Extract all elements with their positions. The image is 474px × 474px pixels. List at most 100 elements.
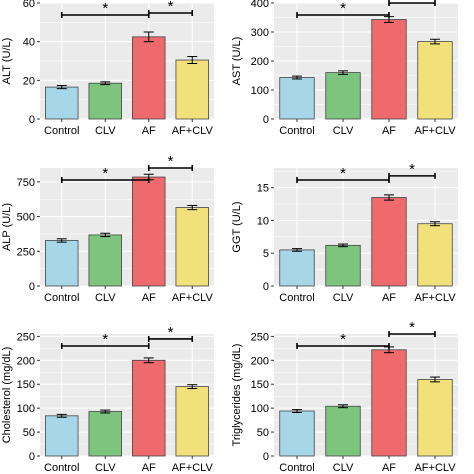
significance-star: * [409,0,415,5]
y-tick-label: 100 [251,403,269,415]
chart-panel-6: 0 50 100 150 200 250 Triglycerides (mg/dL) Cont… [231,319,458,474]
y-tick-label: 50 [257,427,269,439]
y-axis-label: Cholesterol (mg/dL) [1,347,13,444]
x-tick-label: CLV [333,125,354,137]
significance-star: * [340,0,346,17]
significance-star: * [102,0,108,17]
y-tick-label: 50 [23,427,35,439]
bar-af [132,36,166,120]
y-tick-label: 60 [23,0,35,10]
y-tick-label: 250 [17,331,35,343]
y-tick-label: 750 [17,177,35,189]
y-tick-label: 500 [17,212,35,224]
significance-star: * [102,165,108,182]
x-tick-label: AF+CLV [172,125,214,137]
bar-control [45,86,79,120]
bar-control [45,415,79,457]
significance-star: * [168,153,174,170]
y-tick-label: 0 [29,451,35,463]
y-axis-label: ALT (U/L) [1,38,13,85]
chart-panel-5: 0 50 100 150 200 250 Cholesterol (mg/dL) Contro… [1,324,214,474]
chart-panel-4: 0 5 10 15 GGT (U/L) Control CLV AF AF+CLV * * [231,161,458,304]
x-tick-label: Control [44,462,79,474]
significance-star: * [409,161,415,178]
y-tick-label: 200 [251,355,269,367]
x-tick-label: Control [44,292,79,304]
y-tick-label: 0 [29,281,35,293]
bar-control [279,77,315,120]
y-tick-label: 200 [251,56,269,68]
x-tick-label: CLV [95,125,116,137]
y-tick-label: 300 [251,27,269,39]
y-tick-label: 150 [251,379,269,391]
y-tick-label: 150 [17,379,35,391]
x-tick-label: AF+CLV [414,125,456,137]
x-tick-label: AF [382,292,396,304]
y-tick-label: 0 [263,114,269,126]
bar-afclv [417,379,453,457]
y-tick-label: 40 [23,37,35,49]
significance-star: * [168,0,174,15]
x-tick-label: AF+CLV [414,292,456,304]
x-tick-label: AF [382,125,396,137]
y-axis-label: ALP (U/L) [1,203,13,251]
y-axis-label: AST (U/L) [231,37,243,86]
bar-clv [88,234,122,287]
x-tick-label: Control [279,292,314,304]
y-tick-label: 0 [263,281,269,293]
bar-control [279,249,315,287]
x-tick-label: CLV [333,292,354,304]
x-tick-label: AF+CLV [414,462,456,474]
bar-afclv [175,59,209,120]
bar-clv [88,82,122,120]
x-tick-label: Control [279,462,314,474]
y-tick-label: 200 [17,355,35,367]
significance-star: * [102,331,108,348]
x-tick-label: CLV [95,462,116,474]
significance-star: * [168,324,174,341]
y-tick-label: 0 [29,114,35,126]
bar-afclv [175,386,209,457]
x-tick-label: Control [279,125,314,137]
bar-af [371,19,407,120]
y-tick-label: 15 [257,183,269,195]
chart-panel-2: 0 100 200 300 400 AST (U/L) Control CLV AF AF+CLV… [231,0,458,137]
y-tick-label: 0 [263,451,269,463]
significance-star: * [409,319,415,336]
y-tick-label: 400 [251,0,269,10]
bar-af [371,197,407,287]
bar-afclv [417,223,453,287]
x-tick-label: AF [382,462,396,474]
x-tick-label: Control [44,125,79,137]
x-tick-label: AF+CLV [172,462,214,474]
chart-panel-3: 0 250 500 750 ALP (U/L) Control CLV AF AF+CLV * * [1,153,214,304]
bar-control [279,410,315,457]
bar-clv [88,411,122,457]
bar-clv [325,405,361,457]
y-tick-label: 100 [17,403,35,415]
y-tick-label: 100 [251,85,269,97]
x-tick-label: AF [142,292,156,304]
x-tick-label: AF [142,125,156,137]
bar-clv [325,72,361,120]
x-tick-label: AF+CLV [172,292,214,304]
bar-af [132,176,166,287]
bar-af [132,359,166,457]
y-tick-label: 250 [17,246,35,258]
y-tick-label: 250 [251,331,269,343]
y-axis-label: GGT (U/L) [231,201,243,252]
y-tick-label: 5 [263,248,269,260]
y-tick-label: 10 [257,215,269,227]
chart-panel-1: 0 20 40 60 ALT (U/L) Control CLV AF AF+CLV * * [1,0,214,137]
x-tick-label: AF [142,462,156,474]
x-tick-label: CLV [95,292,116,304]
bar-afclv [417,41,453,120]
y-tick-label: 20 [23,75,35,87]
bar-afclv [175,207,209,287]
significance-star: * [340,165,346,182]
bar-clv [325,244,361,287]
x-tick-label: CLV [333,462,354,474]
significance-star: * [340,331,346,348]
bar-control [45,240,79,287]
